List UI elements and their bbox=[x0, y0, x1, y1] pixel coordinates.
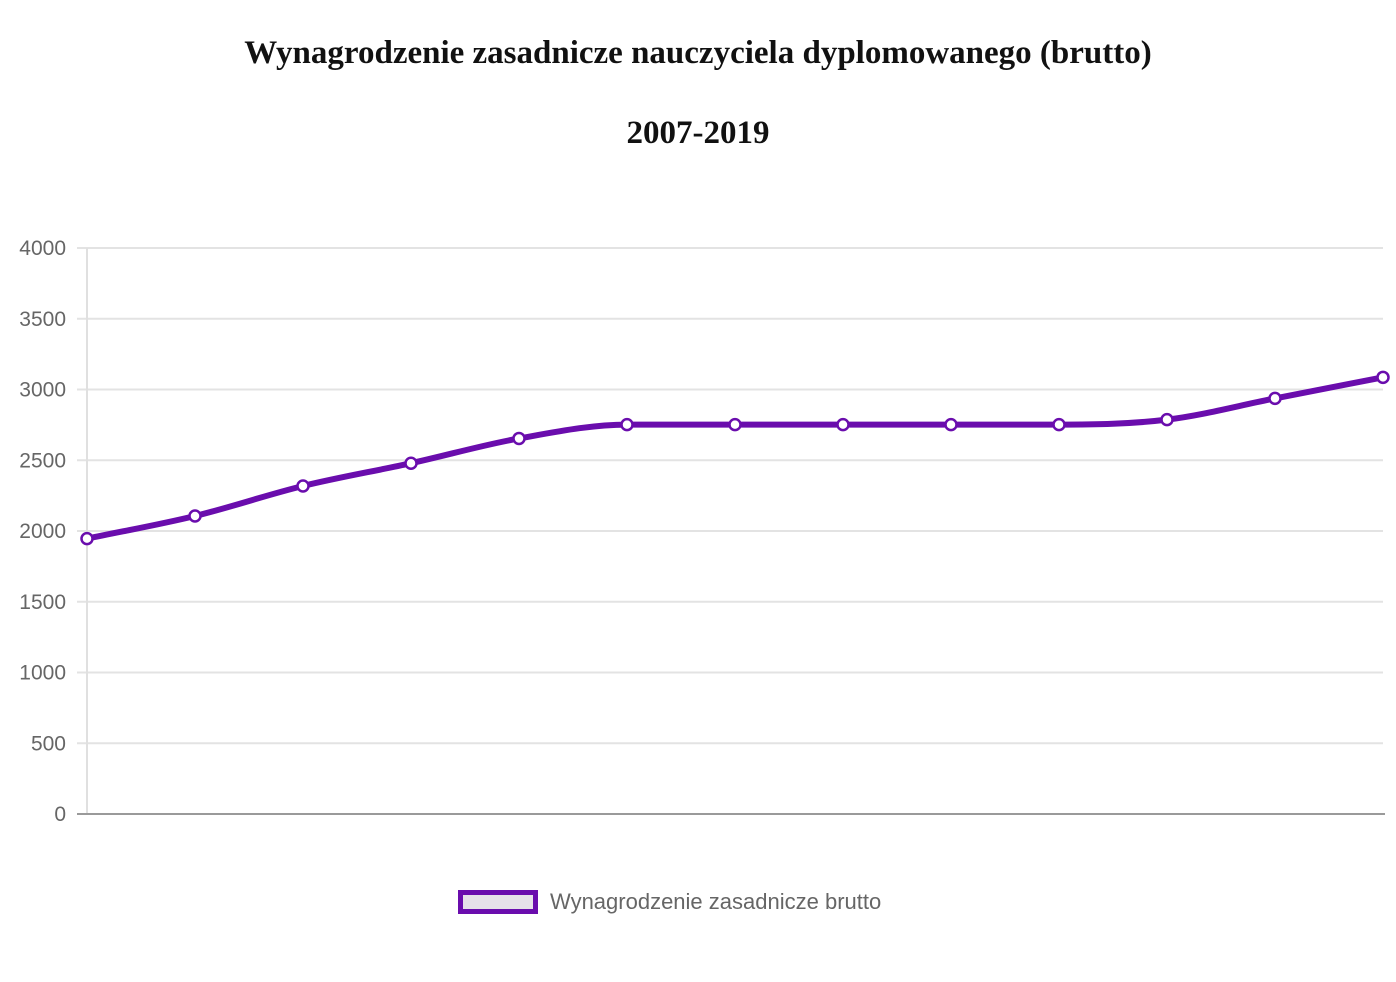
data-points-layer bbox=[80, 370, 1390, 546]
data-point[interactable] bbox=[188, 509, 202, 523]
y-tick-label: 3000 bbox=[19, 379, 66, 402]
data-point[interactable] bbox=[80, 531, 94, 546]
chart-title: Wynagrodzenie zasadnicze nauczyciela dyp… bbox=[244, 35, 1152, 71]
legend-swatch bbox=[458, 890, 538, 914]
series-line-layer bbox=[84, 374, 1386, 542]
y-tick-label: 0 bbox=[54, 803, 66, 826]
y-tick-label: 1500 bbox=[19, 591, 66, 614]
legend-label: Wynagrodzenie zasadnicze brutto bbox=[550, 889, 882, 914]
y-tick-label: 3500 bbox=[19, 308, 66, 331]
y-tick-label: 1000 bbox=[19, 662, 66, 685]
data-point[interactable] bbox=[1376, 370, 1390, 385]
y-tick-label: 4000 bbox=[19, 237, 66, 260]
data-point[interactable] bbox=[728, 417, 742, 432]
y-tick-label: 2000 bbox=[19, 520, 66, 543]
data-point[interactable] bbox=[620, 417, 634, 432]
data-point[interactable] bbox=[836, 417, 850, 432]
y-axis-tick-labels: 0 500 1000 1500 2000 2500 3000 3500 4000 bbox=[19, 237, 66, 826]
data-point[interactable] bbox=[1160, 412, 1174, 427]
data-point[interactable] bbox=[296, 479, 310, 493]
y-tick-label: 500 bbox=[31, 732, 66, 755]
chart-subtitle: 2007-2019 bbox=[626, 115, 770, 151]
series-line bbox=[84, 374, 1386, 542]
data-point[interactable] bbox=[944, 417, 958, 432]
axes bbox=[77, 248, 1385, 815]
gridlines bbox=[77, 247, 1383, 745]
data-point[interactable] bbox=[1268, 391, 1282, 406]
y-tick-label: 2500 bbox=[19, 449, 66, 472]
data-point[interactable] bbox=[404, 456, 418, 470]
legend[interactable]: Wynagrodzenie zasadnicze brutto bbox=[458, 885, 881, 919]
data-point[interactable] bbox=[1052, 417, 1066, 432]
data-point[interactable] bbox=[512, 431, 526, 446]
